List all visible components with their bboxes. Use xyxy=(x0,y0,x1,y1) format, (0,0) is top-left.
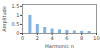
svg-text:0: 0 xyxy=(21,35,24,41)
svg-text:8: 8 xyxy=(80,35,83,41)
svg-text:2: 2 xyxy=(36,35,39,41)
svg-text:1.5: 1.5 xyxy=(12,3,20,9)
svg-text:4: 4 xyxy=(51,35,54,41)
svg-text:Harmonic n: Harmonic n xyxy=(45,43,74,49)
svg-text:10: 10 xyxy=(93,35,99,41)
svg-text:0: 0 xyxy=(16,30,19,36)
svg-text:0.5: 0.5 xyxy=(12,21,20,27)
svg-text:6: 6 xyxy=(65,35,68,41)
svg-text:1: 1 xyxy=(16,12,19,18)
svg-text:Amplitude: Amplitude xyxy=(1,6,8,32)
